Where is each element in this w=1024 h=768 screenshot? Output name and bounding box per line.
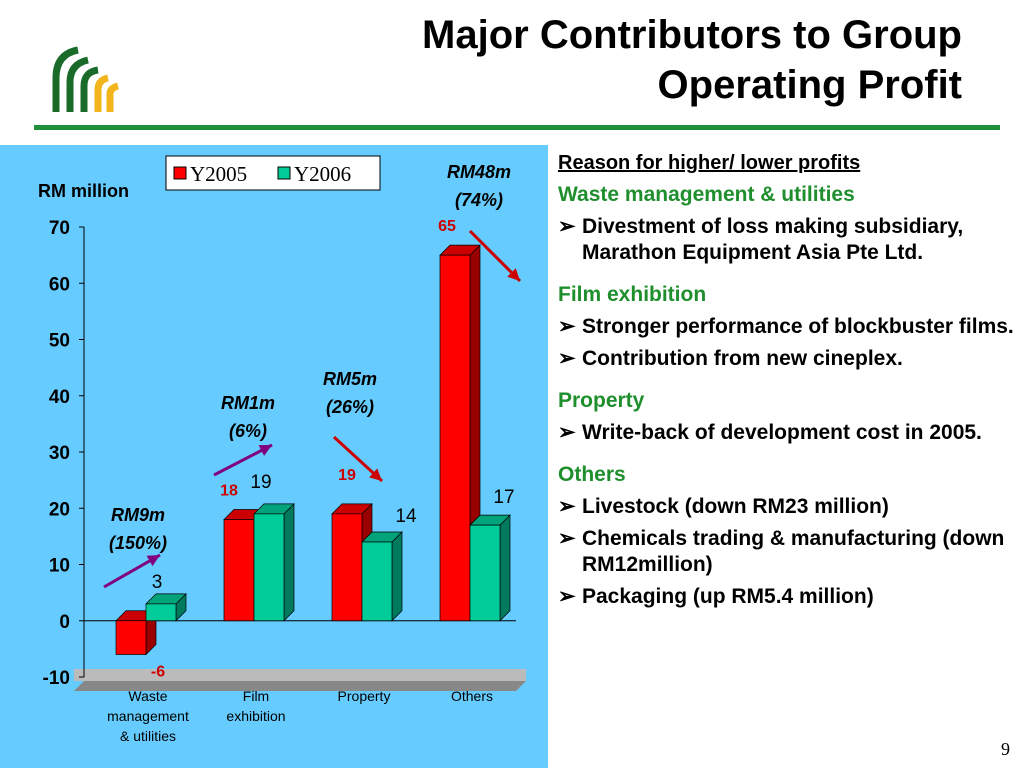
annotation-amount: RM5m — [323, 369, 377, 389]
section-title: Film exhibition — [558, 283, 707, 306]
reasons-panel: Reason for higher/ lower profits Waste m… — [558, 150, 1018, 626]
bar — [439, 254, 471, 622]
annotation-amount: RM48m — [447, 162, 511, 182]
bar-value-label: 14 — [395, 506, 417, 527]
bullet-text: Stronger performance of blockbuster film… — [582, 315, 1014, 338]
arrow-bullet-icon: ➢ — [558, 495, 576, 518]
bar-side — [283, 503, 295, 622]
y-tick-label: 50 — [49, 331, 70, 352]
bullet-item: ➢ Divestment of loss making subsidiary, M… — [558, 214, 1018, 266]
chart-floor — [74, 681, 526, 691]
bar-value-label: 3 — [152, 572, 163, 593]
x-tick-label: Waste — [128, 688, 167, 704]
y-tick-label: 60 — [49, 274, 70, 295]
arrow-bullet-icon: ➢ — [558, 347, 576, 370]
annotation-amount: RM9m — [111, 505, 165, 525]
x-tick-label: management — [107, 708, 189, 724]
page-number: 9 — [1001, 739, 1010, 759]
arrow-bullet-icon: ➢ — [558, 585, 576, 608]
x-tick-label: Property — [338, 688, 391, 704]
bullet-text: Divestment of loss making subsidiary, Ma… — [582, 215, 964, 264]
annotation-percent: (6%) — [229, 421, 267, 441]
reason-section: Waste management & utilities ➢ Divestment … — [558, 182, 1018, 266]
reason-sections: Waste management & utilities ➢ Divestment … — [558, 182, 1018, 610]
arrow-bullet-icon: ➢ — [558, 527, 576, 550]
annotation-amount: RM1m — [221, 393, 275, 413]
bullet-text: Packaging (up RM5.4 million) — [582, 585, 874, 608]
section-title: Property — [558, 389, 645, 412]
section-title: Waste management & utilities — [558, 183, 855, 206]
bullet-item: ➢ Livestock (down RM23 million) — [558, 494, 1018, 520]
bar — [361, 541, 393, 622]
y-tick-label: 0 — [59, 612, 70, 633]
arrow-bullet-icon: ➢ — [558, 215, 576, 238]
bar — [145, 603, 177, 622]
bullet-item: ➢ Contribution from new cineplex. — [558, 346, 1018, 372]
bar — [115, 620, 147, 655]
bar — [331, 513, 363, 622]
annotation-percent: (150%) — [109, 533, 167, 553]
bullet-item: ➢ Write-back of development cost in 2005. — [558, 420, 1018, 446]
y-tick-label: 40 — [49, 387, 70, 408]
bar-value-label: -6 — [151, 664, 165, 681]
arrowhead-icon — [369, 468, 382, 481]
y-tick-label: 10 — [49, 556, 70, 577]
legend-label: Y2006 — [294, 162, 351, 186]
bar — [469, 524, 501, 622]
legend-label: Y2005 — [190, 162, 247, 186]
legend-swatch — [173, 166, 187, 180]
x-tick-label: Others — [451, 688, 493, 704]
bar-value-label: 19 — [338, 467, 356, 484]
slide-title: Major Contributors to Group Operating Pr… — [422, 10, 962, 110]
y-axis-label: RM million — [38, 181, 129, 201]
bullet-text: Chemicals trading & manufacturing (down … — [582, 527, 1005, 576]
title-divider — [34, 125, 1000, 130]
bar-side — [499, 514, 511, 622]
bar-value-label: 65 — [438, 218, 456, 235]
arrow-bullet-icon: ➢ — [558, 315, 576, 338]
chart-floor-top — [74, 669, 526, 681]
x-tick-label: Film — [243, 688, 269, 704]
reasons-heading: Reason for higher/ lower profits — [558, 152, 861, 174]
legend-box — [165, 155, 381, 191]
bar-side — [391, 531, 403, 622]
bar — [253, 513, 285, 622]
bar-chart: -10 0 10 20 30 40 50 60 70 RM million Y2005 Y2006 -6… — [38, 155, 526, 744]
title-line-2: Operating Profit — [657, 63, 962, 107]
y-tick-label: -10 — [43, 668, 70, 689]
title-line-1: Major Contributors to Group — [422, 13, 962, 57]
annotation-percent: (26%) — [326, 397, 374, 417]
section-title: Others — [558, 463, 626, 486]
reason-section: Property ➢ Write-back of development cost … — [558, 388, 1018, 446]
bullet-item: ➢ Chemicals trading & manufacturing (down… — [558, 526, 1018, 578]
x-tick-label: & utilities — [120, 728, 176, 744]
reason-section: Others ➢ Livestock (down RM23 million) ➢ Che… — [558, 462, 1018, 610]
y-tick-label: 20 — [49, 499, 70, 520]
y-tick-label: 30 — [49, 443, 70, 464]
reason-section: Film exhibition ➢ Stronger performance of … — [558, 282, 1018, 372]
bullet-item: ➢ Packaging (up RM5.4 million) — [558, 584, 1018, 610]
bullet-item: ➢ Stronger performance of blockbuster fil… — [558, 314, 1018, 340]
bar-value-label: 19 — [250, 472, 271, 493]
bar — [223, 519, 255, 622]
annotation-percent: (74%) — [455, 190, 503, 210]
bar-value-label: 18 — [220, 483, 238, 500]
bullet-text: Livestock (down RM23 million) — [582, 495, 889, 518]
x-tick-label: exhibition — [226, 708, 285, 724]
bar-value-label: 17 — [493, 487, 514, 508]
arrowhead-icon — [507, 268, 520, 281]
legend-swatch — [277, 166, 291, 180]
arrow-bullet-icon: ➢ — [558, 421, 576, 444]
arrowhead-icon — [146, 555, 160, 567]
arrowhead-icon — [258, 445, 272, 456]
y-tick-label: 70 — [49, 218, 70, 239]
company-logo — [52, 46, 119, 112]
bullet-text: Contribution from new cineplex. — [582, 347, 903, 370]
bullet-text: Write-back of development cost in 2005. — [582, 421, 982, 444]
